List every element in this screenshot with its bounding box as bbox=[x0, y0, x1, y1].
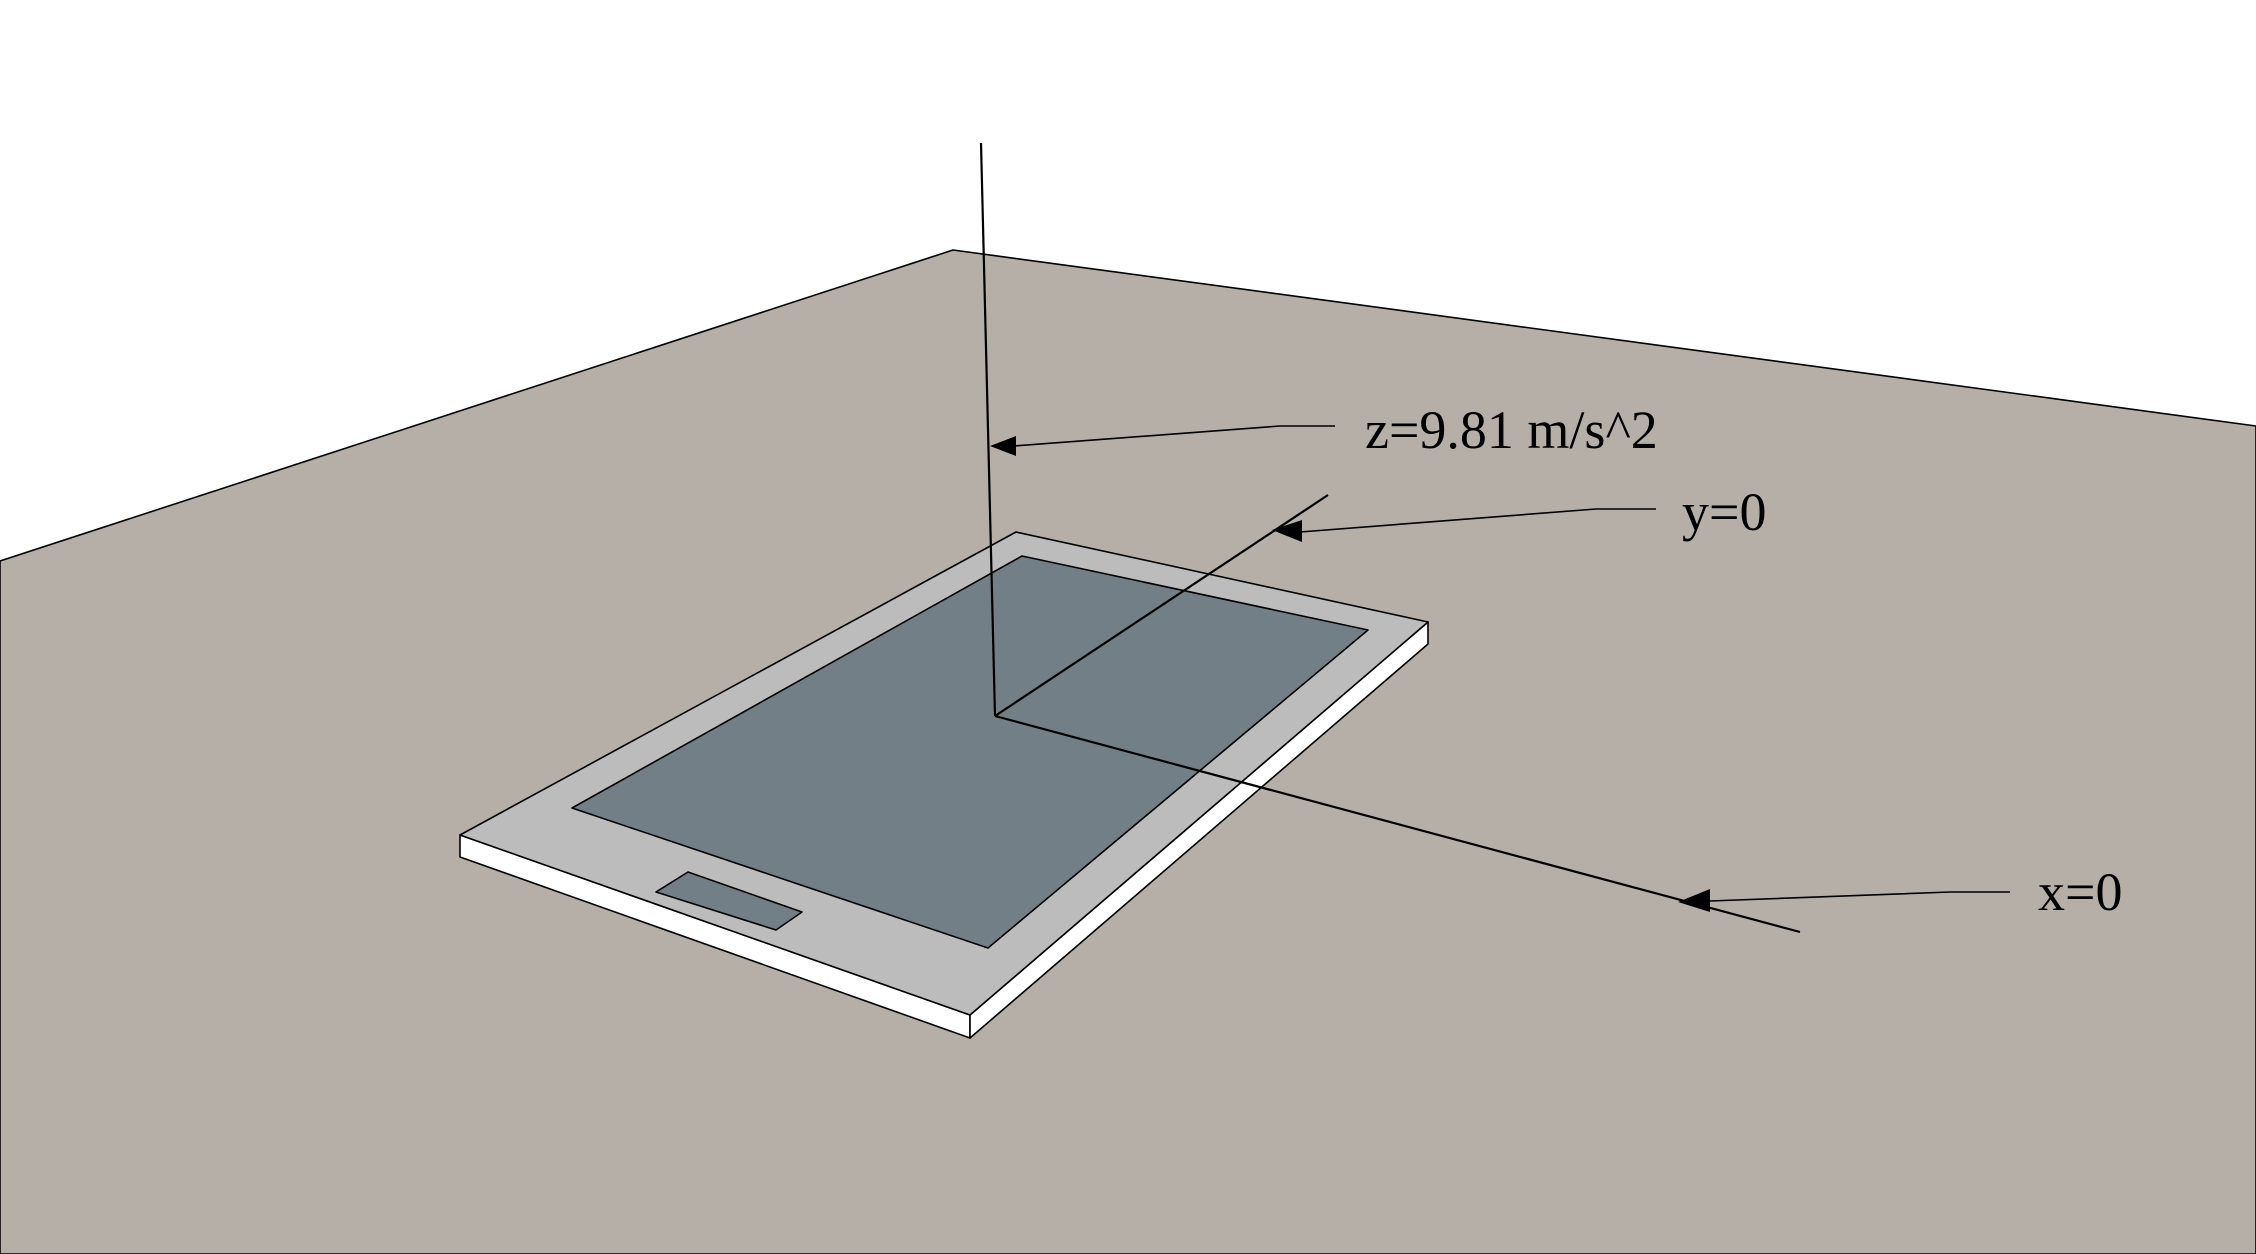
x-label-leader bbox=[1709, 891, 2010, 902]
z-axis-label: z=9.81 m/s^2 bbox=[1365, 400, 1658, 460]
y-label-leader bbox=[1299, 508, 1656, 533]
y-axis-label: y=0 bbox=[1682, 482, 1766, 542]
z-label-leader bbox=[1013, 425, 1335, 447]
y-axis-line bbox=[994, 494, 1329, 717]
arrowhead-icon bbox=[990, 436, 1016, 456]
z-axis-line bbox=[979, 142, 997, 717]
x-axis-line bbox=[994, 714, 1801, 934]
x-axis-label: x=0 bbox=[2038, 862, 2122, 922]
arrowhead-icon bbox=[1272, 520, 1302, 542]
arrowhead-icon bbox=[1678, 889, 1710, 912]
phone-screen bbox=[571, 555, 1369, 949]
phone-home-button bbox=[655, 871, 803, 931]
